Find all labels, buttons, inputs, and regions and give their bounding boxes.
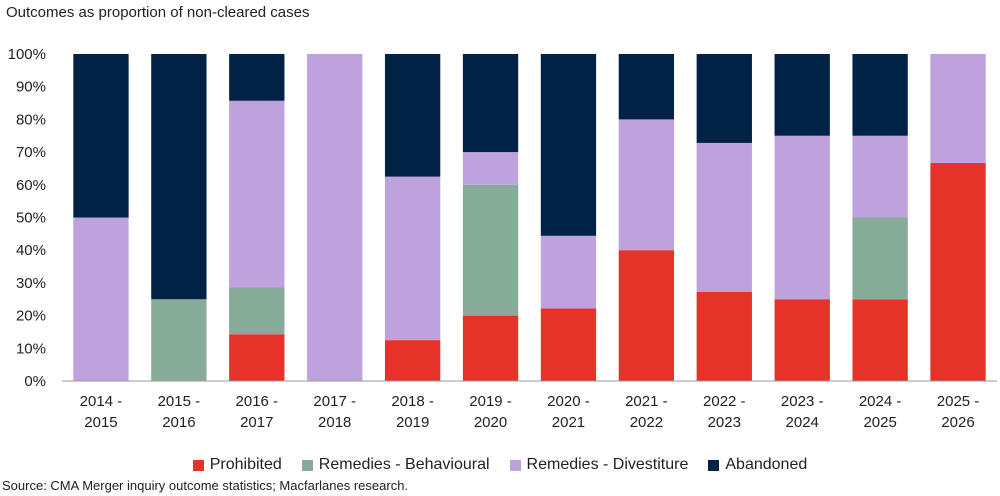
x-tick-label-8-0: 2022 - (703, 393, 746, 410)
y-tick-label-8: 80% (16, 111, 46, 128)
x-tick-label-11-1: 2026 (941, 414, 974, 431)
bar-abandoned-5 (462, 54, 519, 153)
bar-prohibited-4 (384, 340, 441, 381)
y-tick-label-9: 90% (16, 79, 46, 96)
bar-remedies-divestiture-7 (618, 119, 675, 251)
bar-abandoned-1 (151, 54, 207, 300)
bar-remedies-divestiture-10 (852, 135, 908, 218)
legend-item-prohibited: Prohibited (192, 456, 282, 474)
bar-prohibited-7 (618, 250, 675, 381)
bar-abandoned-0 (73, 54, 129, 218)
y-tick-label-1: 10% (16, 340, 46, 357)
chart-title: Outcomes as proportion of non-cleared ca… (6, 4, 310, 21)
x-tick-label-2-1: 2017 (240, 414, 273, 431)
bar-remedies-behavioural-2 (229, 287, 285, 335)
legend-swatch-abandoned (708, 459, 720, 471)
y-tick-label-0: 0% (24, 373, 46, 390)
stacked-bar-chart: 0% 10% 20% 30% 40% 50% 60% 70% 80% 90% 100% 2014 -… (8, 46, 997, 431)
x-tick-label-1-1: 2016 (162, 414, 195, 431)
bar-remedies-divestiture-6 (540, 235, 597, 309)
bar-abandoned-10 (852, 54, 908, 136)
bar-prohibited-9 (774, 299, 830, 381)
x-tick-label-5-1: 2020 (474, 414, 507, 431)
legend-label-abandoned: Abandoned (725, 456, 808, 473)
bar-remedies-divestiture-0 (73, 217, 129, 381)
legend-item-remedies-divestiture: Remedies - Divestiture (509, 456, 689, 474)
x-axis: 2014 - 2015 2015 - 2016 2016 - 2017 2017 - 2018… (62, 380, 997, 431)
bar-remedies-divestiture-3 (307, 54, 363, 381)
x-tick-label-9-1: 2024 (786, 414, 819, 431)
bar-abandoned-9 (774, 54, 830, 136)
source-note: Source: CMA Merger inquiry outcome stati… (2, 478, 409, 493)
bar-prohibited-2 (229, 334, 285, 381)
bar-abandoned-4 (384, 54, 441, 177)
x-tick-label-4-1: 2019 (396, 414, 429, 431)
bar-remedies-divestiture-11 (930, 54, 986, 163)
bar-remedies-behavioural-5 (462, 184, 519, 316)
y-tick-label-3: 30% (16, 275, 46, 292)
x-tick-label-6-0: 2020 - (547, 393, 590, 410)
x-tick-label-0-0: 2014 - (80, 393, 123, 410)
x-tick-label-3-0: 2017 - (313, 393, 356, 410)
y-tick-label-10: 100% (8, 46, 46, 63)
bar-remedies-divestiture-8 (696, 142, 752, 292)
bar-abandoned-2 (229, 54, 285, 101)
x-tick-label-7-1: 2022 (630, 414, 663, 431)
x-tick-label-5-0: 2019 - (469, 393, 512, 410)
x-tick-label-4-0: 2018 - (391, 393, 434, 410)
y-tick-label-7: 70% (16, 144, 46, 161)
y-tick-label-2: 20% (16, 308, 46, 325)
bar-abandoned-6 (540, 54, 597, 236)
x-tick-label-11-0: 2025 - (937, 393, 980, 410)
y-tick-label-6: 60% (16, 177, 46, 194)
bar-remedies-behavioural-10 (852, 217, 908, 300)
x-tick-label-2-0: 2016 - (236, 393, 279, 410)
x-tick-label-6-1: 2021 (552, 414, 585, 431)
x-tick-label-7-0: 2021 - (625, 393, 668, 410)
bar-prohibited-8 (696, 291, 752, 381)
bar-prohibited-5 (462, 315, 519, 381)
bar-remedies-divestiture-2 (229, 100, 285, 288)
legend-swatch-prohibited (192, 459, 204, 471)
bar-remedies-divestiture-9 (774, 135, 830, 300)
y-tick-label-4: 40% (16, 242, 46, 259)
x-tick-label-1-0: 2015 - (158, 393, 201, 410)
legend-swatch-remedies-behavioural (301, 459, 313, 471)
legend: Prohibited Remedies - Behavioural Remedi… (0, 456, 1000, 474)
x-tick-label-10-1: 2025 (863, 414, 896, 431)
legend-item-abandoned: Abandoned (708, 456, 807, 474)
x-tick-label-0-1: 2015 (84, 414, 117, 431)
x-tick-label-8-1: 2023 (708, 414, 741, 431)
legend-swatch-remedies-divestiture (509, 459, 521, 471)
x-tick-label-9-0: 2023 - (781, 393, 824, 410)
x-tick-label-10-0: 2024 - (859, 393, 902, 410)
bars (73, 54, 986, 381)
bar-prohibited-10 (852, 299, 908, 381)
legend-item-remedies-behavioural: Remedies - Behavioural (301, 456, 490, 474)
legend-label-remedies-divestiture: Remedies - Divestiture (526, 456, 689, 473)
bar-abandoned-8 (696, 54, 752, 143)
y-tick-label-5: 50% (16, 210, 46, 227)
bar-remedies-divestiture-5 (462, 152, 519, 185)
legend-label-prohibited: Prohibited (209, 456, 282, 473)
bar-prohibited-11 (930, 162, 986, 381)
bar-prohibited-6 (540, 308, 597, 381)
bar-abandoned-7 (618, 54, 675, 120)
bar-remedies-divestiture-4 (384, 176, 441, 341)
legend-label-remedies-behavioural: Remedies - Behavioural (318, 456, 490, 473)
x-tick-label-3-1: 2018 (318, 414, 351, 431)
bar-remedies-behavioural-1 (151, 299, 207, 381)
y-axis: 0% 10% 20% 30% 40% 50% 60% 70% 80% 90% 100% (8, 46, 46, 390)
